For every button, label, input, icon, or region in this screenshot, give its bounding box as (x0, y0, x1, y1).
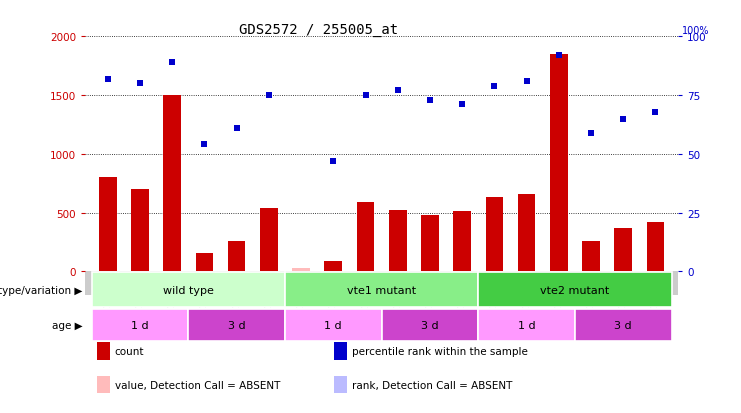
Point (199, 142, 210, 148)
Bar (421, 216, 439, 272)
Bar (478, 309, 575, 342)
Point (456, 102, 468, 109)
Bar (163, 96, 181, 272)
Bar (285, 309, 382, 342)
Text: 1 d: 1 d (325, 320, 342, 330)
Text: percentile rank within the sample: percentile rank within the sample (352, 346, 528, 356)
Text: 3 d: 3 d (421, 320, 439, 330)
Text: rank, Detection Call = ABSENT: rank, Detection Call = ABSENT (352, 380, 512, 390)
Point (553, 52, 565, 59)
Point (650, 109, 662, 116)
Text: 3 d: 3 d (227, 320, 245, 330)
Bar (85, 272, 678, 295)
Point (166, 59, 178, 66)
Bar (382, 309, 478, 342)
Bar (292, 268, 310, 272)
Text: 1 d: 1 d (131, 320, 149, 330)
Bar (478, 273, 671, 308)
Text: value, Detection Call = ABSENT: value, Detection Call = ABSENT (115, 380, 280, 390)
Point (521, 78, 533, 85)
Bar (550, 55, 568, 272)
Bar (389, 211, 407, 272)
Bar (196, 253, 213, 272)
Bar (518, 195, 536, 272)
Bar (647, 223, 665, 272)
Point (585, 130, 597, 137)
Point (328, 158, 339, 165)
Point (392, 88, 404, 95)
Bar (227, 241, 245, 272)
Bar (325, 261, 342, 272)
Text: wild type: wild type (163, 285, 213, 295)
Point (230, 126, 242, 132)
Bar (453, 212, 471, 272)
Bar (334, 342, 348, 360)
Point (488, 83, 500, 90)
Bar (582, 241, 600, 272)
Bar (92, 309, 188, 342)
Text: age ▶: age ▶ (52, 320, 82, 330)
Text: count: count (115, 346, 144, 356)
Text: 100%: 100% (682, 26, 710, 36)
Bar (614, 228, 632, 272)
Text: genotype/variation ▶: genotype/variation ▶ (0, 285, 82, 295)
Point (424, 97, 436, 104)
Bar (575, 309, 671, 342)
Point (134, 81, 146, 88)
Point (617, 116, 629, 123)
Point (263, 93, 275, 99)
Bar (97, 342, 110, 360)
Bar (97, 376, 110, 394)
Bar (356, 203, 374, 272)
Text: vte1 mutant: vte1 mutant (347, 285, 416, 295)
Bar (131, 190, 149, 272)
Bar (485, 198, 503, 272)
Bar (334, 376, 348, 394)
Text: 1 d: 1 d (518, 320, 536, 330)
Bar (188, 309, 285, 342)
Bar (99, 178, 116, 272)
Bar (92, 273, 285, 308)
Text: GDS2572 / 255005_at: GDS2572 / 255005_at (239, 23, 398, 37)
Text: 3 d: 3 d (614, 320, 632, 330)
Text: vte2 mutant: vte2 mutant (540, 285, 610, 295)
Point (359, 93, 371, 99)
Bar (260, 209, 278, 272)
Bar (285, 273, 478, 308)
Point (102, 76, 113, 83)
